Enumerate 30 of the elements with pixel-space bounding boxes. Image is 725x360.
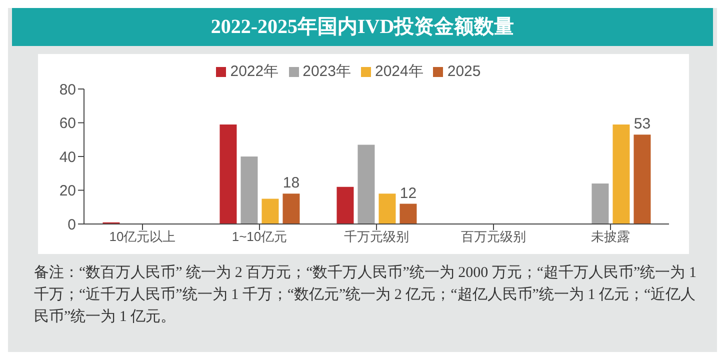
x-tick-label: 百万元级别 xyxy=(461,229,526,244)
legend-label: 2024年 xyxy=(375,63,424,80)
bar xyxy=(240,156,258,224)
data-label: 53 xyxy=(634,116,651,133)
bar xyxy=(262,198,279,224)
bar xyxy=(282,194,300,224)
text: 备注：“数百万人民币” 统一为 2 百万元；“数千万人民币”统一为 2000 万元；“超千万人民币”统一为 1 千万；“近千万人民币”统一为 1 千万；“数亿元”统一为 2 亿元；“超亿人民币”统一为 1 亿元；“近亿人民币”统一为 1 亿元。 xyxy=(34,264,698,327)
bar xyxy=(400,204,417,224)
bar xyxy=(378,194,396,224)
x-tick-label: 千万元级别 xyxy=(344,229,409,244)
y-tick-label: 0 xyxy=(68,216,76,234)
y-tick-label: 80 xyxy=(59,81,76,98)
y-tick-label: 60 xyxy=(59,115,76,132)
y-tick-label: 40 xyxy=(59,148,76,166)
bar xyxy=(358,144,375,224)
bar xyxy=(336,186,354,224)
bar xyxy=(634,134,651,224)
data-label: 18 xyxy=(282,174,300,192)
x-tick-label: 未披露 xyxy=(591,229,630,244)
y-tick-label: 20 xyxy=(59,182,76,200)
data-label: 12 xyxy=(400,184,417,202)
legend-label: 2025 xyxy=(447,63,481,80)
legend-label: 2022年 xyxy=(230,63,279,80)
chart-title: 2022-2025年国内IVD投资金额数量 xyxy=(12,8,713,46)
legend-label: 2023年 xyxy=(302,63,351,80)
bar xyxy=(220,124,237,224)
x-tick-label: 10亿元以上 xyxy=(109,229,176,244)
bar xyxy=(612,124,630,224)
bar xyxy=(592,184,609,224)
x-tick-label: 1~10亿元 xyxy=(232,229,288,244)
